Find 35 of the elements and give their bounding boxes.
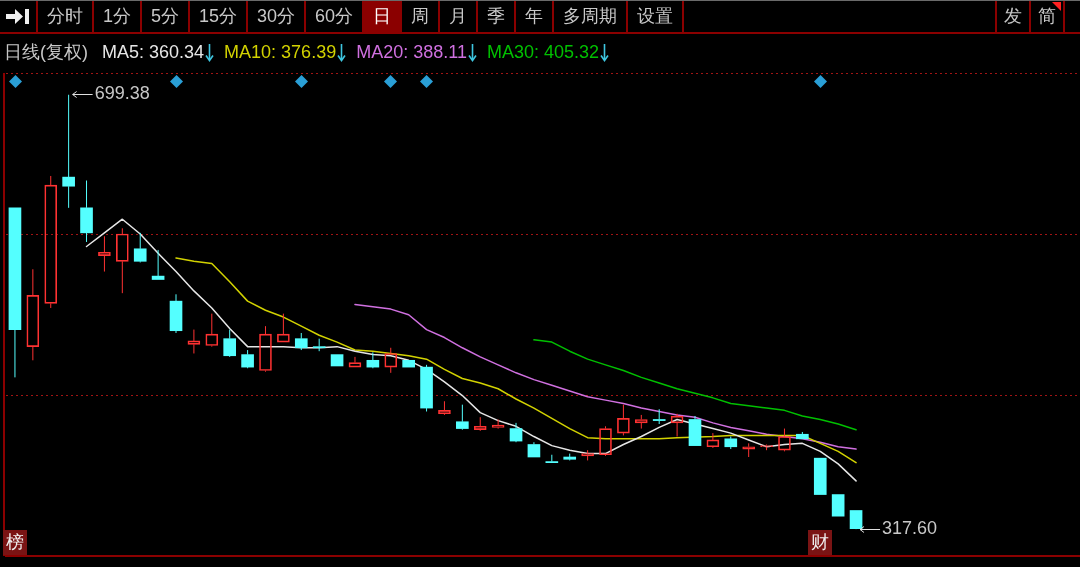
toolbar-button: 发 <box>997 1 1031 32</box>
candlestick <box>456 404 469 429</box>
toolbar-button: 30分 <box>248 1 307 32</box>
text: 317.60 <box>882 518 938 539</box>
candlestick <box>652 408 666 425</box>
candlestick <box>312 338 326 352</box>
toolbar-button: 1分 <box>94 1 142 32</box>
chart-title: 日线(复权) <box>4 41 88 64</box>
toolbar-button: 设置 <box>628 1 685 32</box>
text: MA30: 405.32 <box>486 41 599 63</box>
candlestick <box>169 293 183 334</box>
candlestick <box>223 329 237 357</box>
candlestick <box>509 422 523 442</box>
toolbar-button: 月 <box>440 1 479 32</box>
candlestick <box>62 94 75 209</box>
candlestick <box>151 249 165 280</box>
badge: 榜 <box>2 530 27 555</box>
toolbar-button: 年 <box>516 1 555 32</box>
candlestick <box>8 207 22 378</box>
toolbar-button: 日 <box>364 1 403 32</box>
toolbar-button: 多周期 <box>554 1 629 32</box>
toolbar-button: 15分 <box>190 1 249 32</box>
text: MA10: 376.39 <box>224 41 337 63</box>
candlestick <box>527 441 541 458</box>
candlestick <box>80 180 93 243</box>
text: MA20: 388.11 <box>356 41 467 63</box>
candlestick <box>688 415 702 446</box>
badge: 财 <box>808 530 833 555</box>
toolbar-button: 分时 <box>38 1 94 32</box>
candlestick <box>796 431 809 440</box>
toolbar-button: 5分 <box>142 1 191 32</box>
toolbar-button: 季 <box>478 1 517 32</box>
text: MA5: 360.34 <box>102 41 205 63</box>
toolbar-button: 周 <box>402 1 441 32</box>
annotation: 699.38 <box>94 83 150 104</box>
